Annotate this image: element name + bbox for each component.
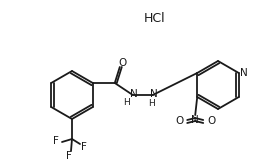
Text: F: F xyxy=(66,151,72,161)
Text: H: H xyxy=(123,98,130,106)
Text: HCl: HCl xyxy=(144,12,166,25)
Text: N: N xyxy=(240,68,248,78)
Text: N: N xyxy=(150,89,158,99)
Text: H: H xyxy=(148,99,155,108)
Text: F: F xyxy=(81,142,87,152)
Text: N: N xyxy=(191,115,199,125)
Text: O: O xyxy=(119,58,127,68)
Text: N: N xyxy=(130,89,138,99)
Text: F: F xyxy=(53,136,59,146)
Text: O: O xyxy=(207,116,215,126)
Text: O: O xyxy=(175,116,183,126)
